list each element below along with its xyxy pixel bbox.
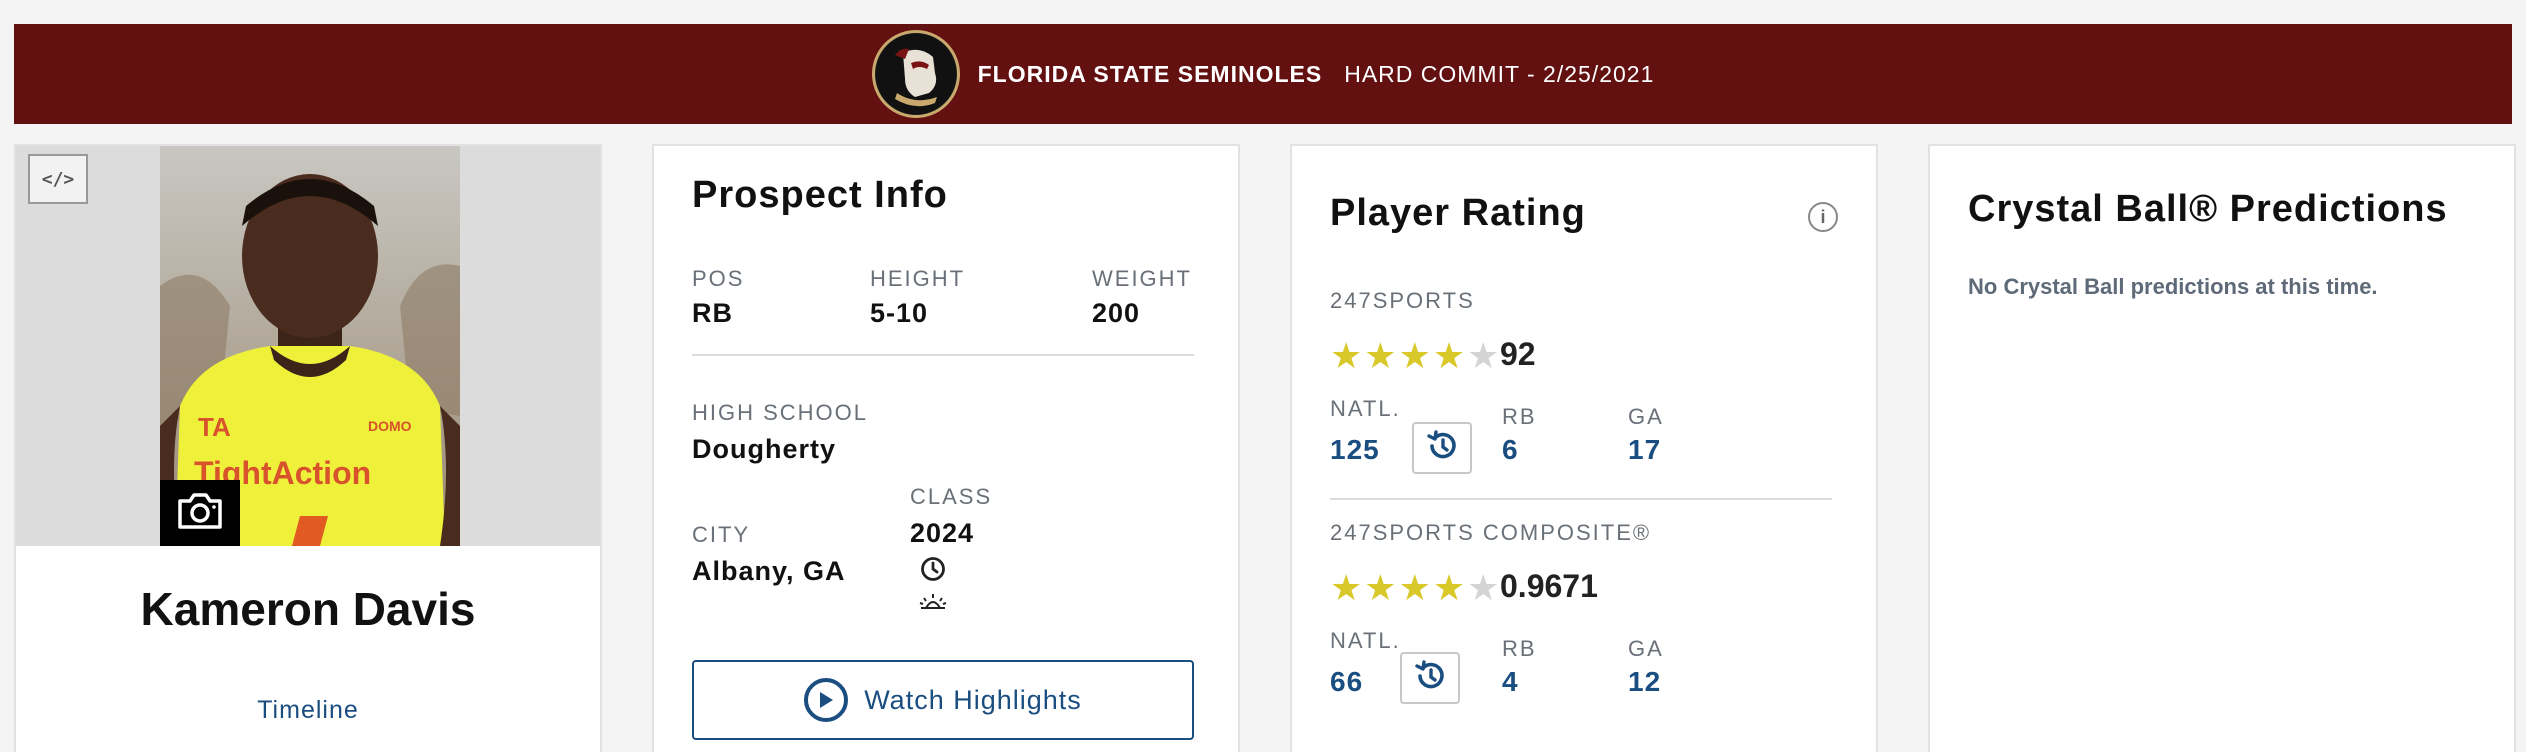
high-school-label: HIGH SCHOOL xyxy=(692,400,869,425)
class-value: 2024 xyxy=(910,518,975,548)
crystal-ball-empty-message: No Crystal Ball predictions at this time… xyxy=(1968,274,2378,299)
crystal-ball-title: Crystal Ball® Predictions xyxy=(1968,188,2448,230)
watch-highlights-button[interactable]: Watch Highlights xyxy=(692,660,1194,740)
pos-rank-label: RB xyxy=(1502,404,1537,429)
play-icon xyxy=(804,678,849,722)
star-icon: ★ xyxy=(1467,567,1500,608)
sports247-stars: ★ ★ ★ ★ ★ xyxy=(1330,338,1499,374)
history-icon xyxy=(1412,658,1448,699)
natl-label: NATL. xyxy=(1330,628,1401,653)
state-rank[interactable]: 12 xyxy=(1628,666,1662,697)
class-label: CLASS xyxy=(910,484,993,509)
height-value: 5-10 xyxy=(870,298,929,328)
camera-icon xyxy=(176,491,224,536)
prospect-info-card: Prospect Info POS RB HEIGHT 5-10 WEIGHT … xyxy=(652,144,1240,752)
state-rank-label: GA xyxy=(1628,404,1664,429)
photo-gallery-button[interactable] xyxy=(160,480,240,546)
city-label: CITY xyxy=(692,522,751,547)
player-rating-title: Player Rating xyxy=(1330,192,1586,234)
pos-rank[interactable]: 6 xyxy=(1502,434,1519,465)
rank-history-button[interactable] xyxy=(1400,652,1460,704)
star-icon: ★ xyxy=(1432,567,1466,608)
pos-label: POS xyxy=(692,266,745,291)
weight-label: WEIGHT xyxy=(1092,266,1192,291)
star-icon: ★ xyxy=(1398,567,1431,608)
composite-score: 0.9671 xyxy=(1500,568,1598,604)
watch-highlights-label: Watch Highlights xyxy=(864,684,1082,715)
sunrise-icon[interactable] xyxy=(918,592,948,617)
star-icon: ★ xyxy=(1364,567,1397,608)
sports247-score: 92 xyxy=(1500,336,1536,372)
player-photo-area: </> TA DOMO xyxy=(16,146,600,546)
composite-stars: ★ ★ ★ ★ ★ xyxy=(1330,570,1499,606)
height-label: HEIGHT xyxy=(870,266,966,291)
crystal-ball-card: Crystal Ball® Predictions No Crystal Bal… xyxy=(1928,144,2516,752)
composite-label: 247SPORTS COMPOSITE® xyxy=(1330,520,1652,545)
state-rank[interactable]: 17 xyxy=(1628,434,1662,465)
prospect-info-title: Prospect Info xyxy=(692,174,948,216)
city-value: Albany, GA xyxy=(692,556,846,586)
pos-rank[interactable]: 4 xyxy=(1502,666,1519,697)
natl-rank[interactable]: 125 xyxy=(1330,434,1380,465)
commit-status: HARD COMMIT - 2/25/2021 xyxy=(1344,60,1655,87)
state-rank-label: GA xyxy=(1628,636,1664,661)
player-photo[interactable]: TA DOMO TightAction xyxy=(160,146,460,546)
star-icon: ★ xyxy=(1398,335,1431,376)
divider xyxy=(1330,498,1832,500)
star-icon: ★ xyxy=(1364,335,1397,376)
info-icon[interactable]: i xyxy=(1808,202,1838,232)
clock-icon[interactable] xyxy=(920,556,946,587)
natl-label: NATL. xyxy=(1330,396,1401,421)
star-icon: ★ xyxy=(1330,567,1363,608)
commit-banner: FLORIDA STATE SEMINOLES HARD COMMIT - 2/… xyxy=(14,24,2512,124)
timeline-link[interactable]: Timeline xyxy=(257,696,359,724)
star-icon: ★ xyxy=(1432,335,1466,376)
rank-history-button[interactable] xyxy=(1412,422,1472,474)
player-rating-card: Player Rating i 247SPORTS ★ ★ ★ ★ ★ 92 N… xyxy=(1290,144,1878,752)
star-icon: ★ xyxy=(1467,335,1500,376)
svg-text:DOMO: DOMO xyxy=(368,418,412,434)
svg-text:TA: TA xyxy=(198,412,231,442)
team-name[interactable]: FLORIDA STATE SEMINOLES xyxy=(977,60,1323,87)
sports247-label: 247SPORTS xyxy=(1330,288,1475,313)
weight-value: 200 xyxy=(1092,298,1141,328)
star-icon: ★ xyxy=(1330,335,1363,376)
divider xyxy=(692,354,1194,356)
seminoles-logo-icon[interactable] xyxy=(871,30,960,118)
pos-value: RB xyxy=(692,298,733,328)
natl-rank[interactable]: 66 xyxy=(1330,666,1364,697)
embed-code-button[interactable]: </> xyxy=(28,154,88,204)
player-card: </> TA DOMO xyxy=(14,144,602,752)
pos-rank-label: RB xyxy=(1502,636,1537,661)
player-name: Kameron Davis xyxy=(140,583,476,635)
history-icon xyxy=(1424,428,1460,469)
high-school-value[interactable]: Dougherty xyxy=(692,434,836,464)
